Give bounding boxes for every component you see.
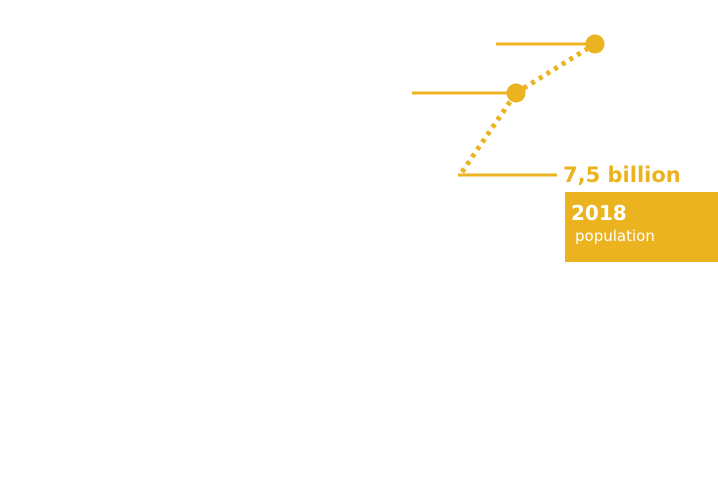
- series-segment: [459, 91, 519, 174]
- series-segment: [514, 41, 597, 96]
- data-point-markers: [506, 34, 605, 103]
- data-point-marker: [506, 83, 526, 103]
- callout-caption: population: [575, 227, 655, 245]
- population-value-label: 7,5 billion: [563, 163, 681, 187]
- data-point-marker: [585, 34, 605, 54]
- year-callout-box: 2018 population: [565, 192, 718, 262]
- leader-lines: [412, 42, 592, 177]
- callout-year: 2018: [571, 201, 627, 225]
- population-series: [459, 41, 597, 174]
